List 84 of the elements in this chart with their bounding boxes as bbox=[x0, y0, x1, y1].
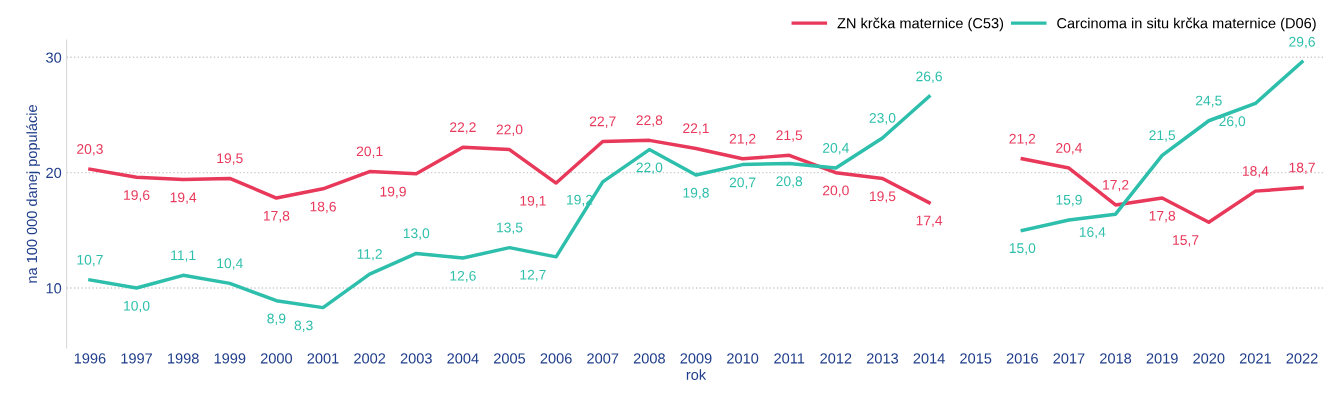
data-label: 17,4 bbox=[916, 215, 943, 227]
data-label: 19,8 bbox=[683, 187, 709, 200]
x-tick-label: 2019 bbox=[1146, 353, 1178, 364]
data-label: 22,2 bbox=[450, 122, 476, 134]
x-tick-label: 2018 bbox=[1100, 353, 1132, 364]
x-tick-label: 2007 bbox=[587, 353, 619, 364]
x-tick-label: 2006 bbox=[540, 353, 572, 364]
x-tick-label: 2004 bbox=[447, 353, 479, 364]
x-tick-label: 2003 bbox=[400, 353, 432, 364]
x-tick-label: 2009 bbox=[680, 353, 712, 364]
x-tick-label: 2013 bbox=[866, 353, 899, 364]
x-tick-label: 2008 bbox=[633, 353, 665, 364]
y-axis-title: na 100 000 danej populácie bbox=[26, 105, 40, 283]
data-label: 10,0 bbox=[124, 300, 150, 313]
x-tick-label: 1998 bbox=[168, 353, 199, 364]
data-label: 11,1 bbox=[171, 250, 196, 262]
data-label: 20,4 bbox=[823, 142, 849, 155]
x-tick-label: 1999 bbox=[214, 353, 246, 364]
x-tick-label: 2005 bbox=[494, 353, 526, 364]
x-tick-label: 2011 bbox=[774, 353, 805, 364]
legend-label: Carcinoma in situ krčka maternice (D06) bbox=[1057, 17, 1316, 32]
data-label: 17,8 bbox=[263, 210, 290, 223]
x-tick-label: 1997 bbox=[121, 353, 153, 364]
data-label: 18,4 bbox=[1242, 166, 1269, 178]
data-label: 13,5 bbox=[497, 222, 523, 235]
data-label: 17,2 bbox=[1103, 179, 1129, 192]
data-label: 15,9 bbox=[1056, 194, 1082, 207]
x-tick-label: 2014 bbox=[913, 353, 945, 364]
data-label: 21,5 bbox=[776, 130, 803, 142]
x-tick-label: 2016 bbox=[1006, 353, 1038, 364]
data-label: 29,6 bbox=[1289, 36, 1315, 49]
data-label: 22,7 bbox=[589, 116, 616, 128]
data-label: 22,0 bbox=[496, 124, 523, 136]
data-label: 12,6 bbox=[450, 270, 476, 283]
x-tick-label: 2002 bbox=[354, 353, 386, 364]
x-tick-label: 2021 bbox=[1239, 353, 1271, 364]
data-label: 22,0 bbox=[636, 162, 663, 174]
x-tick-label: 2020 bbox=[1193, 353, 1225, 364]
data-label: 17,8 bbox=[1149, 210, 1176, 223]
data-label: 20,3 bbox=[77, 144, 103, 156]
data-label: 23,0 bbox=[869, 112, 896, 125]
data-label: 24,5 bbox=[1195, 95, 1222, 108]
x-tick-label: 2001 bbox=[307, 353, 339, 364]
y-tick-label: 30 bbox=[46, 52, 62, 63]
data-label: 20,0 bbox=[823, 185, 849, 197]
data-label: 20,4 bbox=[1056, 142, 1083, 155]
x-tick-label: 2012 bbox=[820, 353, 852, 364]
data-label: 22,8 bbox=[636, 115, 663, 127]
data-label: 20,8 bbox=[776, 176, 803, 188]
data-label: 12,7 bbox=[520, 269, 546, 282]
data-label: 18,6 bbox=[310, 201, 336, 214]
x-tick-label: 1996 bbox=[74, 353, 106, 364]
x-tick-label: 2000 bbox=[260, 353, 293, 364]
data-label: 10,7 bbox=[77, 254, 103, 267]
data-label: 8,9 bbox=[267, 313, 286, 326]
data-label: 19,1 bbox=[520, 195, 546, 208]
data-label: 19,5 bbox=[869, 191, 896, 203]
data-label: 21,2 bbox=[1009, 133, 1036, 146]
data-label: 19,9 bbox=[380, 186, 406, 199]
data-label: 10,4 bbox=[217, 258, 243, 270]
data-label: 19,5 bbox=[217, 153, 243, 165]
data-label: 19,6 bbox=[124, 190, 150, 202]
data-label: 21,5 bbox=[1149, 130, 1176, 142]
y-tick-label: 20 bbox=[46, 167, 62, 179]
data-label: 20,7 bbox=[729, 177, 756, 189]
x-tick-label: 2022 bbox=[1286, 353, 1318, 364]
data-label: 11,2 bbox=[357, 249, 382, 261]
x-axis-title: rok bbox=[686, 369, 707, 380]
x-tick-label: 2015 bbox=[960, 353, 992, 364]
data-label: 20,1 bbox=[356, 146, 383, 158]
data-label: 19,4 bbox=[170, 192, 197, 204]
data-label: 15,0 bbox=[1009, 243, 1036, 255]
data-label: 16,4 bbox=[1079, 227, 1106, 239]
x-tick-label: 2017 bbox=[1053, 353, 1085, 364]
legend-label: ZN krčka maternice (C53) bbox=[837, 17, 1004, 32]
data-label: 13,0 bbox=[403, 228, 430, 240]
data-label: 18,7 bbox=[1289, 162, 1315, 175]
data-label: 8,3 bbox=[294, 320, 313, 332]
data-label: 22,1 bbox=[683, 123, 709, 135]
data-label: 26,6 bbox=[916, 71, 942, 83]
y-tick-label: 10 bbox=[46, 283, 62, 294]
x-tick-label: 2010 bbox=[727, 353, 759, 364]
data-label: 21,2 bbox=[729, 133, 756, 146]
data-label: 15,7 bbox=[1173, 235, 1199, 247]
